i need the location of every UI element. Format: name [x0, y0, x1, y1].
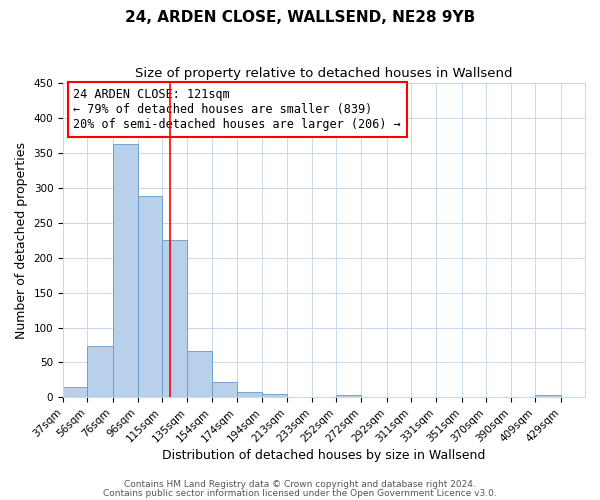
Text: Contains HM Land Registry data © Crown copyright and database right 2024.: Contains HM Land Registry data © Crown c… [124, 480, 476, 489]
Bar [262, 394, 287, 398]
Bar [63, 387, 87, 398]
Bar [212, 382, 237, 398]
Bar [187, 350, 212, 398]
Bar [162, 240, 187, 398]
Y-axis label: Number of detached properties: Number of detached properties [15, 142, 28, 338]
Text: Contains public sector information licensed under the Open Government Licence v3: Contains public sector information licen… [103, 488, 497, 498]
Bar [336, 396, 361, 398]
Text: 24, ARDEN CLOSE, WALLSEND, NE28 9YB: 24, ARDEN CLOSE, WALLSEND, NE28 9YB [125, 10, 475, 25]
Title: Size of property relative to detached houses in Wallsend: Size of property relative to detached ho… [135, 68, 513, 80]
Bar [87, 346, 113, 398]
Text: 24 ARDEN CLOSE: 121sqm
← 79% of detached houses are smaller (839)
20% of semi-de: 24 ARDEN CLOSE: 121sqm ← 79% of detached… [73, 88, 401, 131]
Bar [113, 144, 138, 398]
Bar [237, 392, 262, 398]
X-axis label: Distribution of detached houses by size in Wallsend: Distribution of detached houses by size … [163, 450, 486, 462]
Bar [535, 394, 561, 398]
Bar [138, 196, 162, 398]
